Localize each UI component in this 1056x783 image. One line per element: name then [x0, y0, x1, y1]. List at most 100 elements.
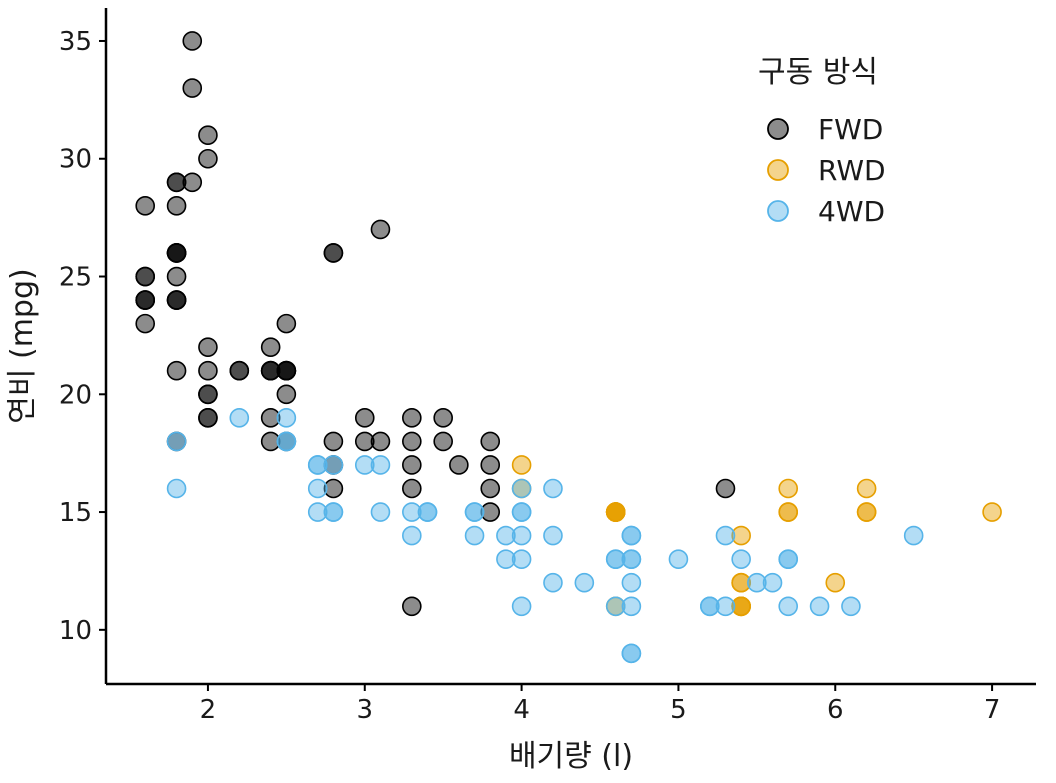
data-point	[260, 360, 281, 381]
data-point	[323, 502, 344, 522]
data-point	[276, 431, 297, 452]
data-point	[778, 502, 799, 522]
data-point	[856, 478, 877, 499]
data-point	[166, 196, 187, 216]
data-point	[135, 313, 156, 334]
axes: 2 3 4 5 6 7 10 15 20 25 30 35	[59, 8, 1036, 725]
data-point	[166, 243, 187, 263]
data-point	[135, 266, 156, 287]
y-tick-label: 30	[59, 145, 92, 175]
y-tick-label: 10	[59, 616, 92, 646]
data-point	[511, 478, 532, 499]
data-point	[731, 572, 751, 593]
legend-marker-4wd	[767, 200, 789, 222]
legend-label-rwd: RWD	[818, 154, 886, 187]
data-point	[323, 478, 344, 499]
x-axis-label: 배기량 (l)	[509, 739, 633, 774]
data-point	[402, 431, 422, 452]
data-point	[198, 337, 218, 357]
data-point	[354, 431, 375, 452]
data-point	[605, 596, 626, 617]
data-point	[276, 384, 297, 405]
data-point	[354, 455, 375, 475]
data-point	[574, 572, 595, 593]
data-point	[715, 596, 736, 617]
data-point	[323, 243, 344, 263]
data-point	[480, 431, 501, 452]
data-point	[260, 408, 281, 428]
y-axis-label: 연비 (mpg)	[5, 268, 40, 423]
legend-label-fwd: FWD	[818, 113, 883, 146]
legend: 구동 방식 FWD RWD 4WD	[758, 55, 886, 228]
data-point	[605, 549, 626, 569]
legend-marker-fwd	[767, 118, 789, 140]
data-point	[511, 525, 532, 546]
data-point	[841, 596, 861, 617]
data-point	[699, 596, 720, 617]
data-point	[731, 596, 751, 617]
x-tick-label: 6	[827, 695, 844, 725]
data-point	[480, 478, 501, 499]
data-point	[417, 502, 438, 522]
x-axis-ticks: 2 3 4 5 6 7	[200, 684, 1000, 725]
data-point	[621, 572, 642, 593]
data-point	[166, 172, 187, 193]
data-point	[762, 572, 783, 593]
data-point	[276, 360, 297, 381]
data-point	[496, 549, 516, 569]
data-point	[731, 525, 751, 546]
data-point	[166, 266, 187, 287]
data-point	[135, 290, 156, 310]
data-point	[276, 313, 297, 334]
data-point	[856, 502, 877, 522]
data-point	[166, 431, 187, 452]
data-point	[778, 478, 799, 499]
data-point	[731, 549, 751, 569]
plot-area	[135, 31, 1002, 664]
data-point	[260, 431, 281, 452]
y-tick-label: 15	[59, 498, 92, 528]
data-point	[323, 431, 344, 452]
data-point	[668, 549, 689, 569]
data-point	[809, 596, 830, 617]
data-point	[370, 219, 391, 240]
data-point	[715, 478, 736, 499]
data-point	[621, 596, 642, 617]
data-point	[982, 502, 1002, 522]
data-point	[370, 431, 391, 452]
data-point	[402, 502, 422, 522]
data-point	[621, 525, 642, 546]
x-tick-label: 3	[356, 695, 373, 725]
data-point	[511, 455, 532, 475]
data-point	[307, 502, 328, 522]
y-tick-label: 20	[59, 380, 92, 410]
data-point	[354, 408, 375, 428]
data-point	[182, 31, 203, 51]
data-point	[621, 643, 642, 664]
data-point	[198, 408, 218, 428]
data-point	[323, 455, 344, 475]
data-point	[402, 525, 422, 546]
data-point	[166, 290, 187, 310]
data-point	[182, 172, 203, 193]
data-point	[464, 502, 485, 522]
data-point	[370, 455, 391, 475]
data-point	[402, 596, 422, 617]
data-point	[543, 572, 563, 593]
series-4wd	[166, 408, 924, 664]
data-point	[402, 408, 422, 428]
y-tick-label: 35	[59, 27, 92, 57]
data-point	[402, 455, 422, 475]
legend-items: FWD RWD 4WD	[767, 113, 886, 228]
data-point	[496, 525, 516, 546]
data-point	[198, 125, 218, 145]
y-axis-ticks: 10 15 20 25 30 35	[59, 27, 106, 646]
x-tick-label: 5	[670, 695, 687, 725]
data-point	[778, 596, 799, 617]
x-tick-label: 4	[513, 695, 530, 725]
data-point	[543, 525, 563, 546]
data-point	[307, 478, 328, 499]
data-point	[778, 549, 799, 569]
data-point	[511, 502, 532, 522]
